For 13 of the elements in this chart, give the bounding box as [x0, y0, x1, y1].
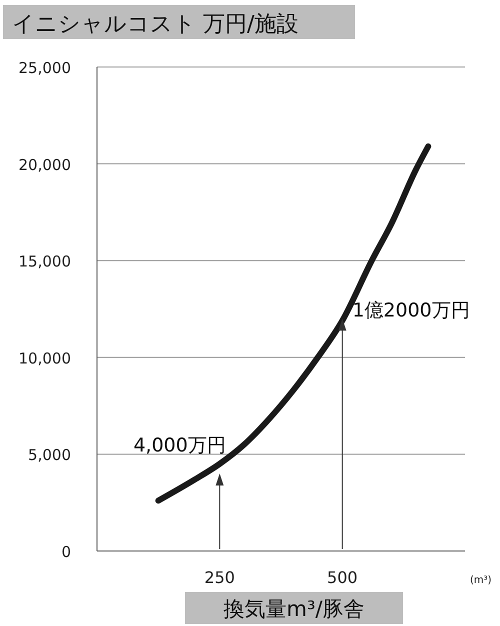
y-tick-label: 25,000	[18, 59, 71, 77]
y-tick-label: 0	[61, 543, 71, 561]
annotation: 1億2000万円	[352, 300, 470, 322]
y-tick-label: 10,000	[18, 349, 71, 368]
y-tick-label: 5,000	[28, 446, 71, 464]
annotation: 4,000万円	[133, 434, 226, 457]
chart-title: イニシャルコスト 万円/施設	[12, 12, 298, 37]
x-tick-label: 250	[204, 568, 235, 587]
y-tick-label: 15,000	[18, 252, 71, 271]
x-tick-label: 500	[327, 568, 358, 587]
x-axis-title: 換気量m³/豚舎	[224, 597, 364, 621]
text: (m³)	[470, 575, 492, 586]
y-tick-label: 20,000	[18, 156, 71, 174]
